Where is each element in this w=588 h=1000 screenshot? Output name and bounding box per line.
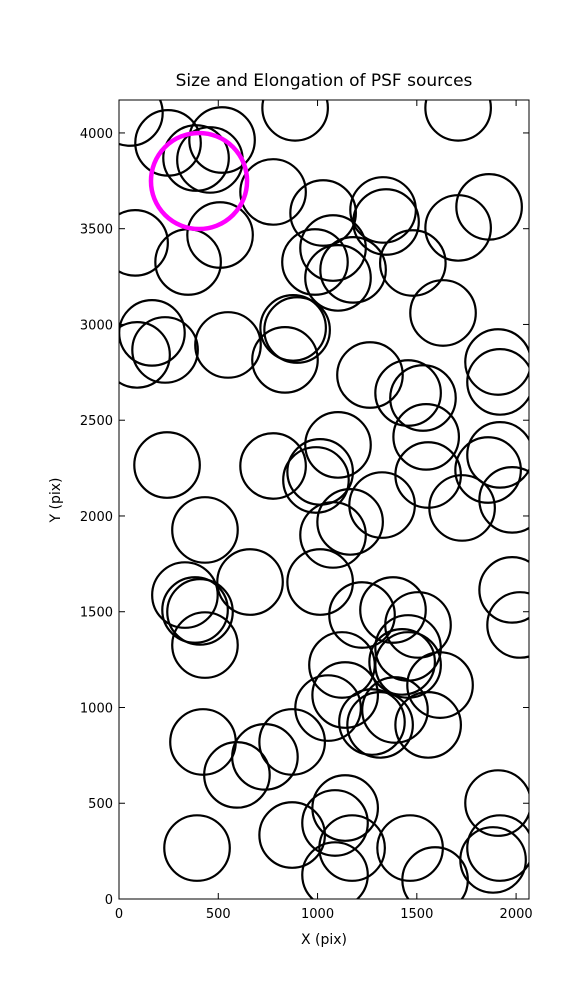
x-tick-label: 500 xyxy=(206,907,231,922)
source-ellipse xyxy=(359,576,427,644)
source-ellipse xyxy=(318,814,386,882)
source-ellipse xyxy=(282,446,350,514)
source-ellipse xyxy=(401,846,469,899)
y-tick-label: 2500 xyxy=(80,414,113,429)
y-tick-label: 2000 xyxy=(80,510,113,525)
source-ellipse xyxy=(466,348,529,416)
source-ellipse xyxy=(166,578,234,646)
source-ellipse xyxy=(316,488,384,556)
source-ellipse xyxy=(428,474,496,542)
source-ellipse xyxy=(406,651,474,719)
source-ellipse xyxy=(319,236,387,304)
source-ellipse xyxy=(346,691,414,759)
source-ellipse xyxy=(216,548,284,616)
source-ellipse xyxy=(261,100,329,142)
source-ellipse xyxy=(299,214,367,282)
source-ellipse xyxy=(299,501,367,569)
source-ellipse xyxy=(203,741,271,809)
source-ellipse xyxy=(394,691,462,759)
source-ellipse xyxy=(466,421,529,489)
source-ellipse xyxy=(239,158,307,226)
source-ellipse xyxy=(409,279,477,347)
source-ellipse xyxy=(239,432,307,500)
source-ellipse xyxy=(119,321,171,389)
source-ellipse xyxy=(169,708,237,776)
source-ellipse xyxy=(176,126,244,194)
source-ellipse xyxy=(392,403,461,471)
source-ellipse xyxy=(188,106,256,174)
source-ellipse xyxy=(186,201,254,269)
source-ellipse xyxy=(352,188,420,256)
source-ellipse xyxy=(304,244,372,312)
source-ellipse xyxy=(378,229,447,297)
source-ellipse xyxy=(263,296,331,364)
source-ellipse xyxy=(394,441,462,509)
source-ellipse xyxy=(131,316,199,384)
source-ellipse xyxy=(486,591,529,659)
source-ellipse xyxy=(171,611,239,679)
source-ellipse xyxy=(304,411,372,479)
source-ellipse xyxy=(163,814,231,882)
y-tick-label: 1500 xyxy=(80,606,113,621)
source-ellipse xyxy=(151,561,219,629)
y-tick-label: 500 xyxy=(88,797,113,812)
source-ellipse xyxy=(464,769,529,837)
source-ellipse xyxy=(389,364,457,432)
source-ellipse xyxy=(133,431,201,499)
source-ellipse xyxy=(161,576,229,644)
source-ellipse xyxy=(361,676,429,744)
x-axis-label: X (pix) xyxy=(301,932,347,948)
highlight-circle xyxy=(148,130,250,232)
source-ellipse xyxy=(251,326,319,394)
source-ellipse xyxy=(455,173,523,241)
source-ellipse xyxy=(286,548,354,616)
source-ellipse xyxy=(454,436,522,504)
plot-area xyxy=(119,100,529,899)
source-ellipse xyxy=(281,228,349,296)
source-ellipse xyxy=(349,176,417,244)
y-tick-label: 1000 xyxy=(80,701,113,716)
source-ellipse xyxy=(424,100,492,142)
y-tick-label: 0 xyxy=(105,893,113,908)
chart-title: Size and Elongation of PSF sources xyxy=(176,71,473,91)
y-tick-label: 4000 xyxy=(80,127,113,142)
source-ellipse xyxy=(478,466,529,534)
source-ellipse xyxy=(289,179,357,247)
source-ellipse xyxy=(328,581,396,649)
source-ellipse xyxy=(338,688,406,756)
source-ellipse xyxy=(119,209,169,277)
source-ellipse xyxy=(464,328,529,396)
source-ellipse xyxy=(231,723,299,791)
x-tick-label: 2000 xyxy=(500,907,533,922)
source-ellipse xyxy=(348,471,416,539)
source-ellipse xyxy=(171,496,239,564)
source-ellipse xyxy=(311,774,380,842)
source-ellipse xyxy=(466,814,529,882)
source-ellipse xyxy=(119,100,164,147)
x-tick-label: 1000 xyxy=(301,907,334,922)
plot-frame xyxy=(118,99,530,900)
source-ellipse xyxy=(311,661,380,729)
source-ellipse xyxy=(259,294,327,362)
source-ellipse xyxy=(478,556,529,624)
y-axis-label: Y (pix) xyxy=(48,478,64,524)
source-ellipse xyxy=(294,674,362,742)
source-ellipse xyxy=(424,194,492,262)
x-tick-label: 0 xyxy=(115,907,123,922)
y-tick-label: 3000 xyxy=(80,318,113,333)
source-ellipse xyxy=(194,311,262,379)
source-ellipse xyxy=(301,789,369,857)
source-ellipse xyxy=(301,841,369,899)
source-ellipse xyxy=(119,299,186,367)
y-tick-label: 3500 xyxy=(80,223,113,238)
source-ellipse xyxy=(336,341,404,409)
source-ellipse xyxy=(368,628,436,696)
source-ellipse xyxy=(258,801,326,869)
x-tick-label: 1500 xyxy=(400,907,433,922)
source-ellipse xyxy=(374,359,442,427)
